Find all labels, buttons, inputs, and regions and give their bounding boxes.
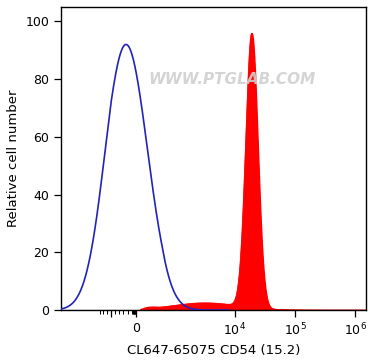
X-axis label: CL647-65075 CD54 (15.2): CL647-65075 CD54 (15.2) bbox=[127, 344, 300, 357]
Y-axis label: Relative cell number: Relative cell number bbox=[7, 90, 20, 227]
Text: WWW.PTGLAB.COM: WWW.PTGLAB.COM bbox=[148, 72, 315, 87]
